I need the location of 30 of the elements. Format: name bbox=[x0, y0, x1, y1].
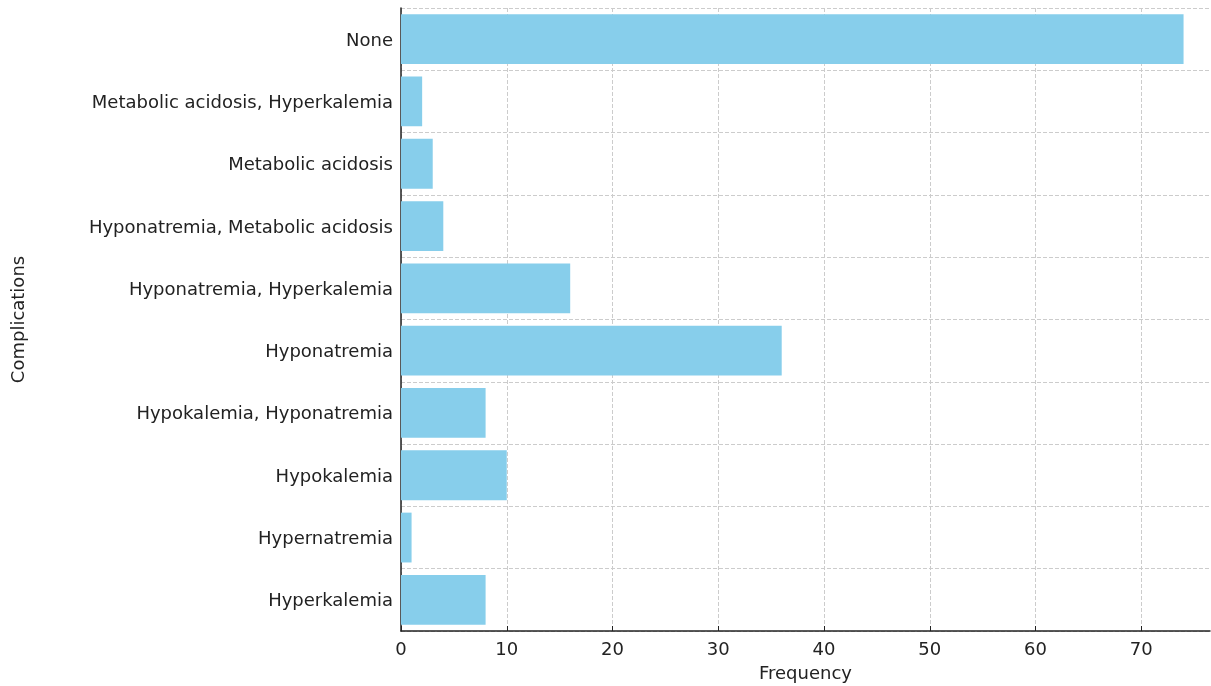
bar bbox=[401, 512, 412, 563]
y-tick-label: Hyperkalemia bbox=[268, 589, 393, 611]
bar bbox=[401, 325, 782, 376]
bar bbox=[401, 14, 1184, 65]
y-axis-title: Complications bbox=[6, 255, 28, 384]
x-tick-label: 50 bbox=[918, 637, 942, 659]
x-tick-label: 60 bbox=[1024, 637, 1047, 659]
bar bbox=[401, 201, 444, 251]
y-tick-label: Metabolic acidosis bbox=[228, 153, 393, 175]
y-tick-label: Hypernatremia bbox=[258, 527, 393, 549]
y-tick-label: Hypokalemia, Hyponatremia bbox=[136, 402, 393, 424]
y-tick-label: Metabolic acidosis, Hyperkalemia bbox=[91, 90, 393, 112]
x-axis-title: Frequency bbox=[759, 661, 853, 683]
x-tick-label: 20 bbox=[601, 637, 624, 659]
x-tick-label: 10 bbox=[495, 637, 519, 659]
y-tick-label: Hyponatremia, Hyperkalemia bbox=[128, 277, 393, 299]
bar bbox=[401, 76, 423, 127]
y-tick-label: Hyponatremia bbox=[265, 340, 393, 362]
y-tick-label: None bbox=[346, 28, 393, 50]
bar bbox=[401, 574, 486, 625]
bar bbox=[401, 388, 486, 438]
y-tick-label: Hypokalemia bbox=[275, 464, 393, 486]
x-tick-label: 30 bbox=[706, 637, 730, 659]
x-tick-label: 0 bbox=[395, 637, 407, 659]
x-tick-label: 40 bbox=[812, 637, 836, 659]
bar bbox=[401, 450, 507, 501]
x-tick-label: 70 bbox=[1129, 637, 1153, 659]
bar bbox=[401, 138, 433, 189]
y-tick-label: Hyponatremia, Metabolic acidosis bbox=[88, 215, 393, 237]
bar bbox=[401, 263, 571, 314]
